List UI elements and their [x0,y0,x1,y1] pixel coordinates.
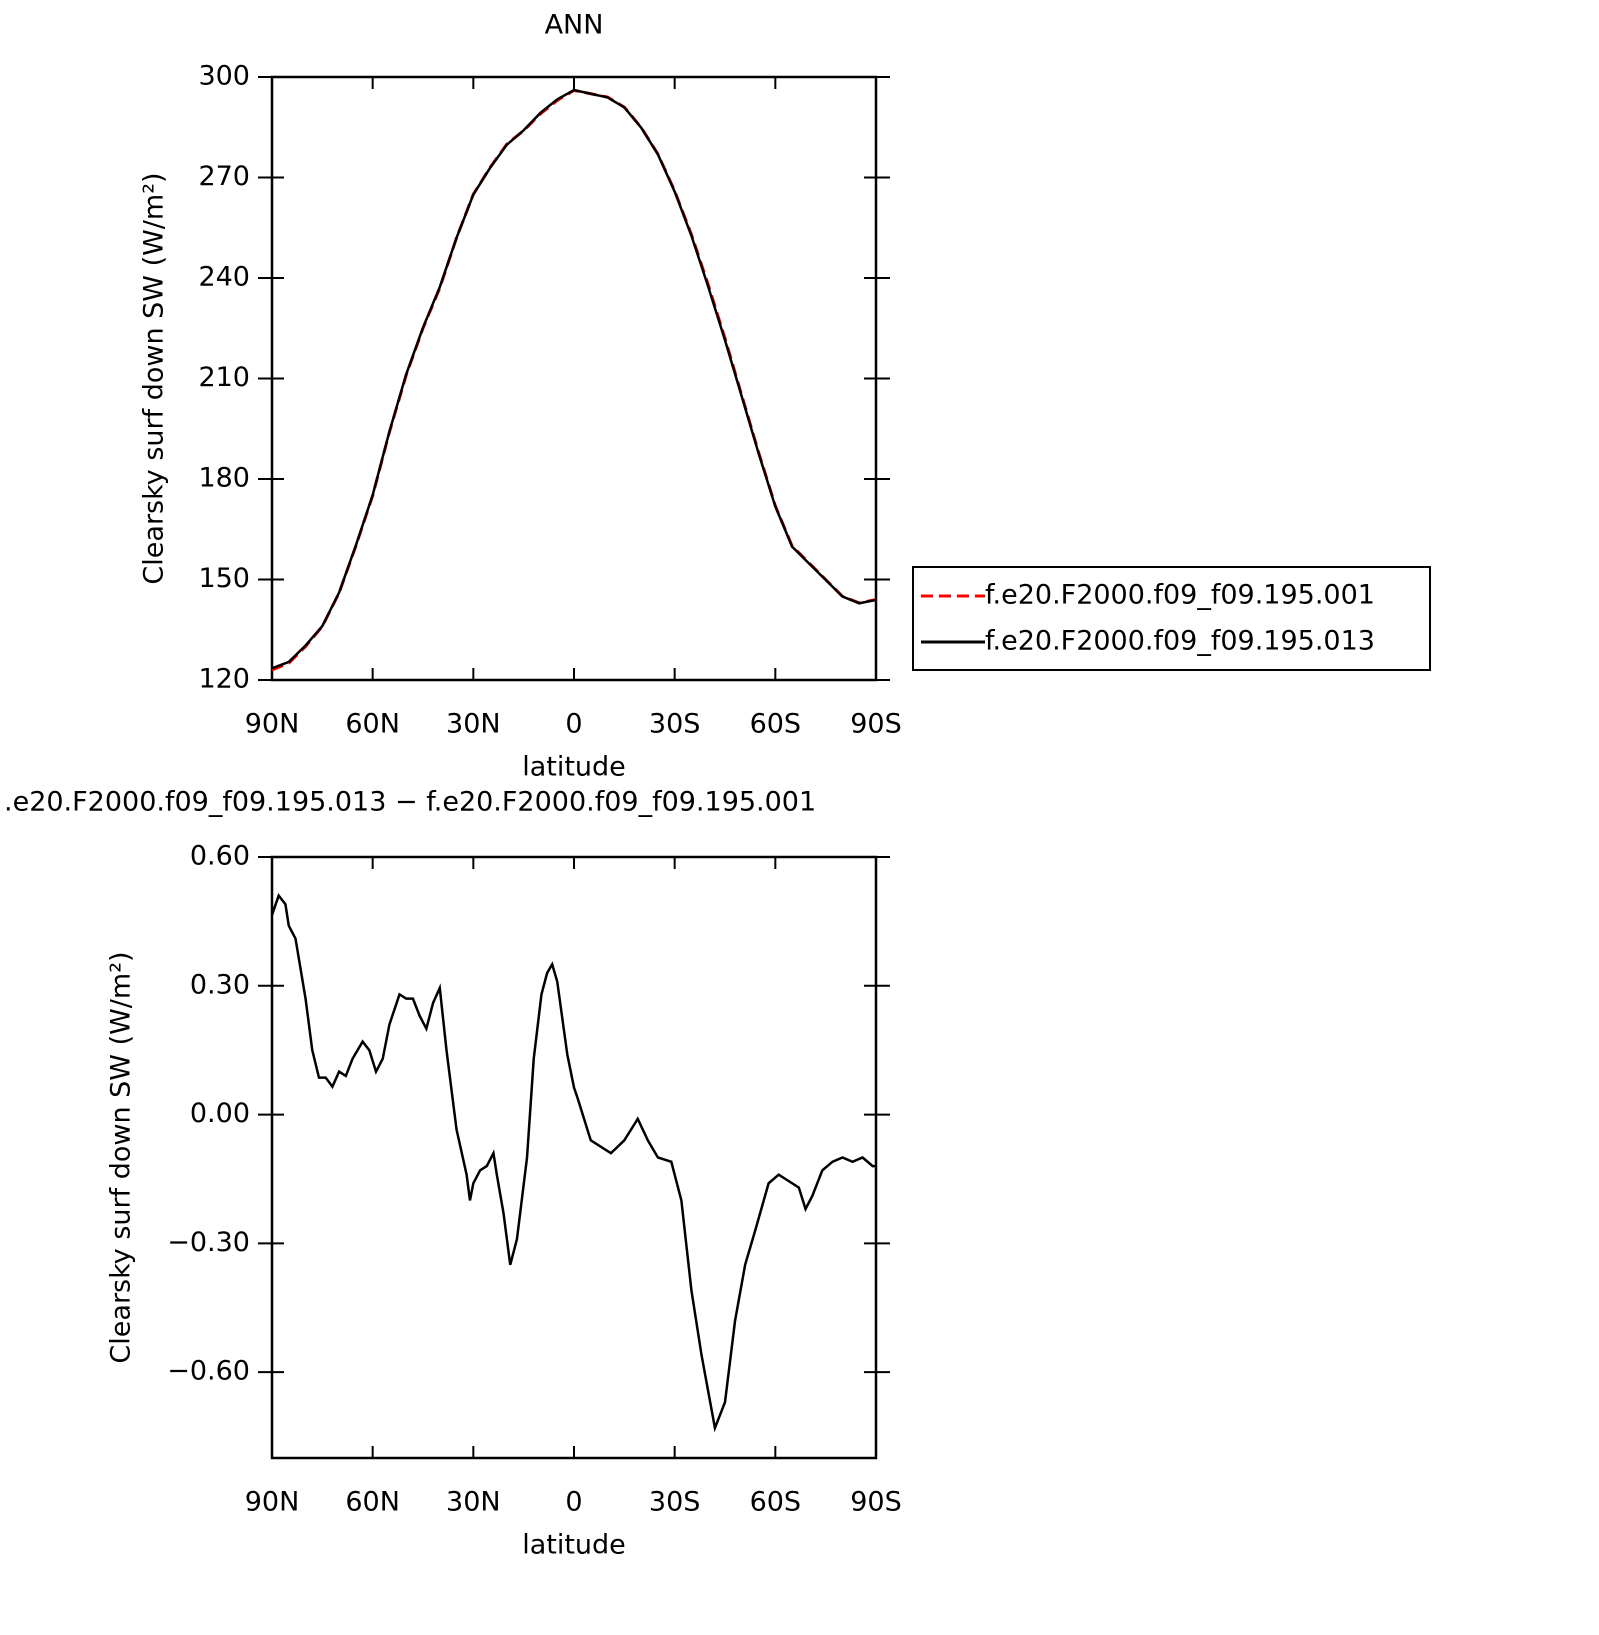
x-axis-label: latitude [522,752,626,783]
legend-box [912,566,1431,671]
x-tick-label: 90S [850,1487,902,1518]
y-tick-label: 0.00 [190,1098,250,1129]
y-tick-label: 240 [198,262,250,293]
x-tick-label: 30S [649,709,701,740]
y-axis-label: Clearsky surf down SW (W/m²) [139,172,170,584]
x-tick-label: 60S [750,1487,802,1518]
x-tick-label: 0 [565,709,582,740]
y-tick-label: 210 [198,362,250,393]
x-tick-label: 60N [345,1487,400,1518]
x-axis-label: latitude [522,1530,626,1561]
plot-frame [270,855,878,1460]
chart-title: ANN [545,10,604,41]
y-tick-label: −0.60 [167,1356,250,1387]
y-tick-label: 0.60 [190,841,250,872]
series-line [271,88,877,672]
y-tick-label: 0.30 [190,969,250,1000]
y-tick-label: 150 [198,563,250,594]
y-tick-label: 180 [198,463,250,494]
y-axis-label: Clearsky surf down SW (W/m²) [106,951,137,1363]
x-tick-label: 60N [345,709,400,740]
legend-label: f.e20.F2000.f09_f09.195.013 [985,626,1375,657]
y-tick-label: 270 [198,161,250,192]
series-line [271,88,877,670]
x-tick-label: 0 [565,1487,582,1518]
x-tick-label: 60S [750,709,802,740]
x-tick-label: 30S [649,1487,701,1518]
y-tick-label: 300 [198,61,250,92]
chart-title: .e20.F2000.f09_f09.195.013 − f.e20.F2000… [4,787,816,818]
x-tick-label: 90N [245,1487,300,1518]
y-tick-label: 120 [198,664,250,695]
series-line [270,893,876,1433]
plot-frame [270,75,878,682]
x-tick-label: 90S [850,709,902,740]
legend-label: f.e20.F2000.f09_f09.195.001 [985,580,1375,611]
y-tick-label: −0.30 [167,1227,250,1258]
x-tick-label: 90N [245,709,300,740]
x-tick-label: 30N [446,709,501,740]
x-tick-label: 30N [446,1487,501,1518]
